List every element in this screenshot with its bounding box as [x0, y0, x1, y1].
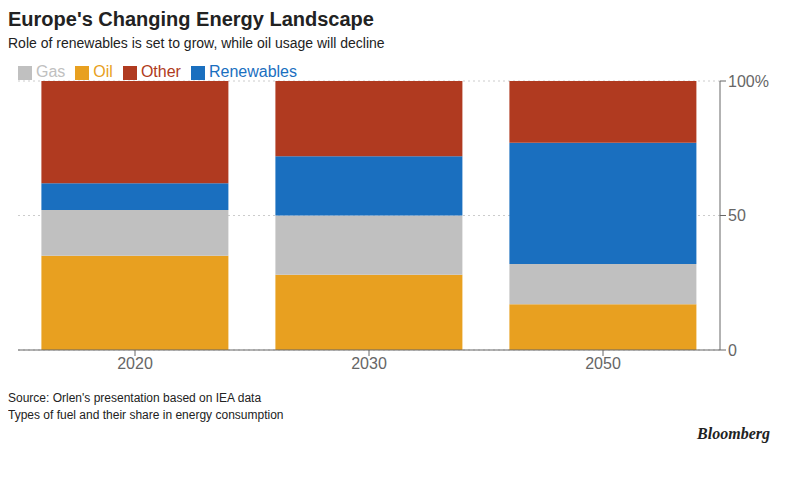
html-text:Source: Orlen's presentation b: Source: Orlen's presentation based on IE…	[8, 391, 262, 405]
html-text:Types of fuel and their share: Types of fuel and their share in energy …	[8, 408, 284, 422]
svg-text:100%: 100%	[728, 73, 769, 90]
svg-text:2020: 2020	[117, 355, 153, 372]
svg-text:2050: 2050	[585, 355, 621, 372]
html-text:Gas: Gas	[36, 63, 66, 80]
html-text:Bloomberg: Bloomberg	[697, 425, 770, 442]
html-text:Europe's Changing Energy Lands: Europe's Changing Energy Landscape	[8, 8, 374, 30]
html-text:Other: Other	[140, 63, 181, 80]
html-text:Renewables: Renewables	[208, 63, 297, 80]
svg-text:0: 0	[728, 342, 737, 359]
svg-text:2030: 2030	[351, 355, 387, 372]
html-text:Role of renewables is set to g: Role of renewables is set to grow, while…	[8, 35, 385, 51]
svg-text:50: 50	[728, 207, 746, 224]
html-text:Oil: Oil	[93, 63, 113, 80]
